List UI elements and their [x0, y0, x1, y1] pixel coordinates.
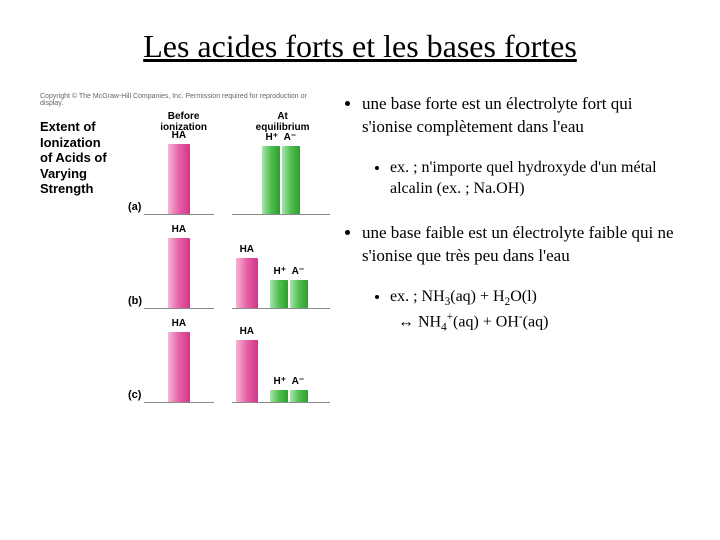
row-label-b: (b)	[128, 295, 144, 309]
bar-ha-after-b: HA	[236, 258, 258, 308]
text-content: une base forte est un électrolyte fort q…	[342, 93, 680, 415]
copyright-text: Copyright © The McGraw-Hill Companies, I…	[40, 93, 330, 107]
diagram-side-title: Extent of Ionization of Acids of Varying…	[40, 119, 140, 197]
bar-aminus-c	[290, 390, 308, 402]
bar-ha-after-c: HA	[236, 340, 258, 402]
ionization-diagram: Copyright © The McGraw-Hill Companies, I…	[40, 93, 330, 415]
diagram-row-c: (c) HA HA H⁺ A⁻	[40, 321, 330, 403]
bar-hplus-a	[262, 146, 280, 214]
row-label-c: (c)	[128, 389, 144, 403]
diagram-row-b: (b) HA HA H⁺ A⁻	[40, 227, 330, 309]
bullet-base-faible-ex: ex. ; NH3(aq) + H2O(l) ↔ NH4+(aq) + OH-(…	[390, 286, 680, 336]
bar-hplus-c	[270, 390, 288, 402]
bullet-base-forte-ex: ex. ; n'importe quel hydroxyde d'un méta…	[390, 157, 680, 200]
bar-ha-before-a: HA	[168, 144, 190, 214]
bullet-base-forte: une base forte est un électrolyte fort q…	[362, 93, 680, 139]
diagram-row-a: Extent of Ionization of Acids of Varying…	[40, 133, 330, 215]
bar-ha-before-b: HA	[168, 238, 190, 308]
row-label-a: (a)	[128, 201, 144, 215]
bar-aminus-a	[282, 146, 300, 214]
bar-hplus-b	[270, 280, 288, 308]
bullet-base-faible: une base faible est un électrolyte faibl…	[362, 222, 680, 268]
bar-ha-before-c: HA	[168, 332, 190, 402]
slide-title: Les acides forts et les bases fortes	[40, 28, 680, 65]
bar-aminus-b	[290, 280, 308, 308]
